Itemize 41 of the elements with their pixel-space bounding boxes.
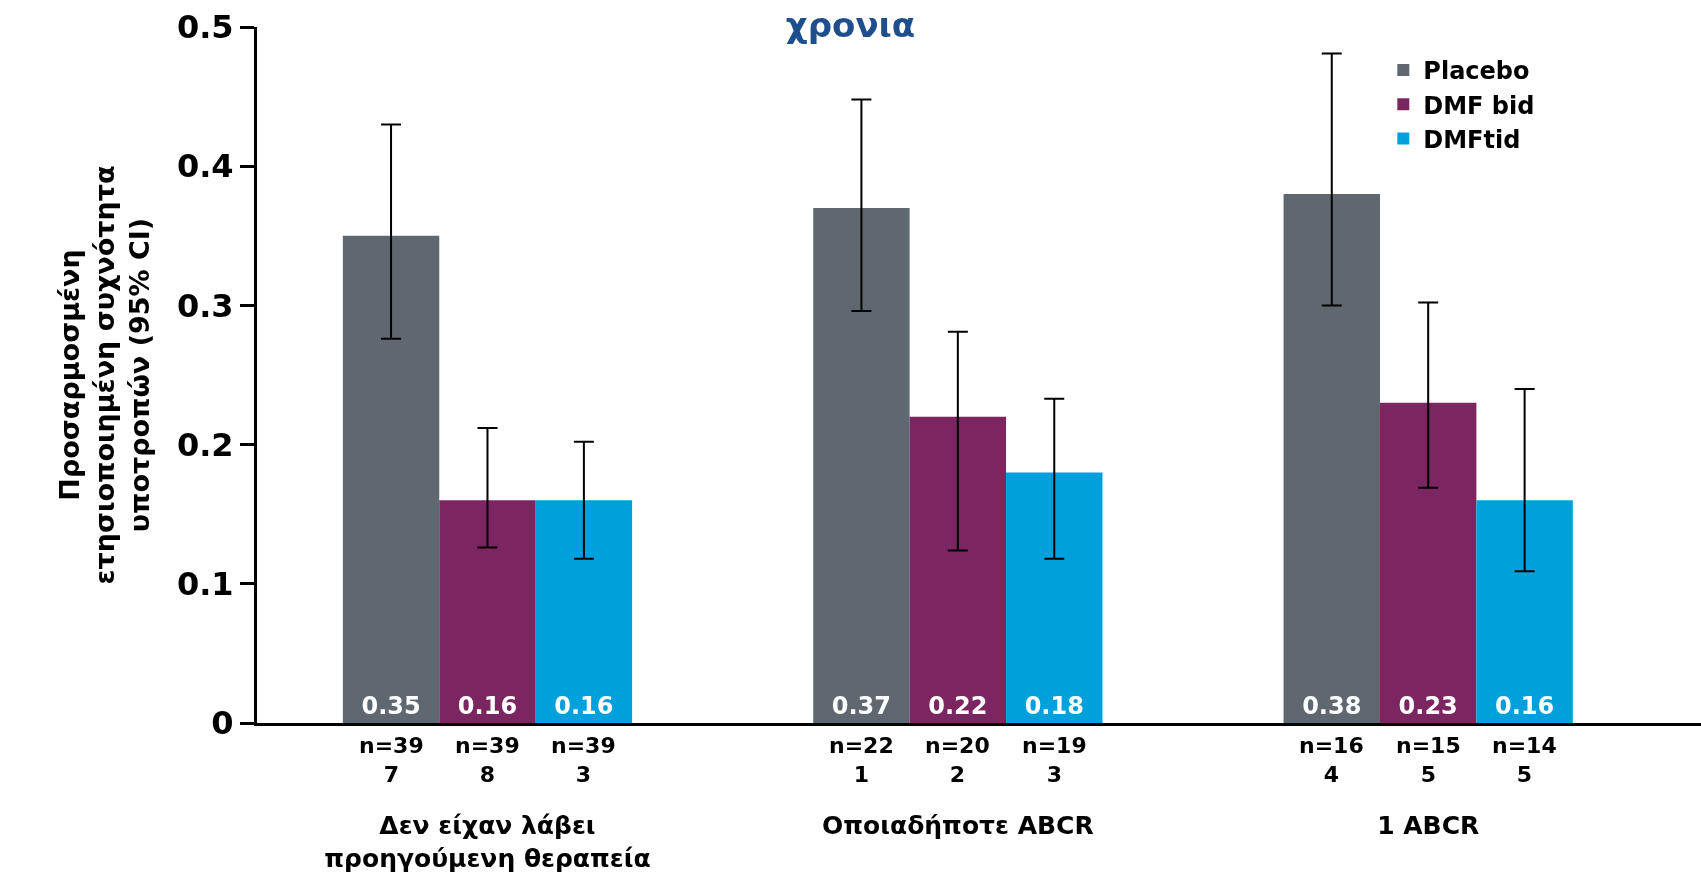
text: n=39 3 bbox=[551, 733, 616, 787]
bar bbox=[1379, 402, 1477, 723]
data-label: 0.37 bbox=[831, 692, 892, 720]
data-label: 0.35 bbox=[361, 692, 421, 720]
bar bbox=[1006, 472, 1103, 723]
text: n=15 5 bbox=[1396, 733, 1461, 787]
data-label: 0.16 bbox=[457, 692, 518, 720]
data-label: 0.16 bbox=[554, 692, 614, 720]
bar bbox=[439, 500, 536, 723]
legend-label: DMFtid bbox=[1423, 125, 1521, 154]
bar bbox=[535, 500, 633, 723]
text: n=22 1 bbox=[829, 733, 894, 787]
y-tick-label: 0 bbox=[211, 704, 234, 743]
data-label: 0.22 bbox=[928, 692, 988, 720]
bar bbox=[909, 416, 1007, 723]
x-tick-label: 1 ABCR bbox=[1377, 811, 1480, 840]
bar bbox=[813, 207, 910, 723]
bar bbox=[1283, 194, 1380, 723]
bar bbox=[342, 235, 440, 723]
legend-label: Placebo bbox=[1423, 57, 1530, 86]
y-tick-label: 0.5 bbox=[176, 8, 234, 47]
text: n=20 2 bbox=[925, 733, 990, 787]
data-label: 0.23 bbox=[1398, 692, 1458, 720]
text: n=39 7 bbox=[359, 733, 424, 787]
data-label: 0.38 bbox=[1302, 692, 1362, 720]
y-axis-title: Προσαρμοσμένη ετησιοποιημένη συχνότητα υποτροπών (95% CI) bbox=[53, 165, 155, 585]
text: n=14 5 bbox=[1492, 733, 1557, 787]
chart-title: χρονια bbox=[785, 4, 916, 45]
y-tick-label: 0.2 bbox=[176, 425, 234, 464]
bar bbox=[1476, 500, 1573, 723]
text: n=39 8 bbox=[455, 733, 520, 787]
text: n=19 3 bbox=[1022, 733, 1087, 787]
y-tick-label: 0.3 bbox=[176, 286, 234, 325]
legend-label: DMF bid bbox=[1423, 91, 1535, 120]
text: n=16 4 bbox=[1299, 733, 1364, 787]
y-tick-label: 0.1 bbox=[176, 565, 234, 603]
data-label: 0.18 bbox=[1024, 692, 1084, 720]
y-tick-label: 0.4 bbox=[176, 147, 234, 186]
x-tick-label: Δεν είχαν λάβει προηγούμενη θεραπεία bbox=[324, 811, 651, 873]
data-label: 0.16 bbox=[1495, 692, 1555, 720]
x-tick-label: Οποιαδήποτε ABCR bbox=[822, 811, 1094, 840]
